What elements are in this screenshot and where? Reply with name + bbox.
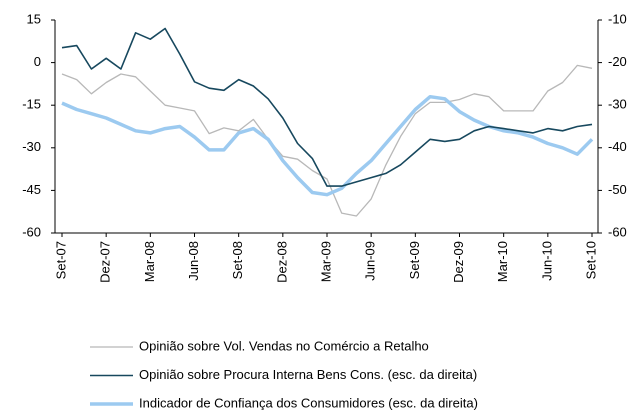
y-tick-label: -60 [22, 224, 41, 239]
y-tick-label: -15 [22, 97, 41, 112]
x-tick-label: Mar-08 [142, 241, 157, 282]
x-tick-label: Set-08 [230, 241, 245, 279]
x-tick-label: Jun-08 [186, 241, 201, 281]
y-tick-label: -30 [22, 139, 41, 154]
x-tick-label: Set-09 [407, 241, 422, 279]
y-tick-label: 15 [27, 11, 41, 26]
y2-tick-label: -50 [608, 182, 627, 197]
legend-label: Opinião sobre Procura Interna Bens Cons.… [139, 367, 477, 382]
x-tick-label: Set-10 [583, 241, 598, 279]
y2-tick-label: -60 [608, 224, 627, 239]
legend-label: Opinião sobre Vol. Vendas no Comércio a … [139, 338, 429, 353]
x-tick-label: Mar-09 [318, 241, 333, 282]
legend-label: Indicador de Confiança dos Consumidores … [139, 395, 478, 410]
x-tick-label: Dez-07 [98, 241, 113, 283]
x-tick-label: Set-07 [53, 241, 68, 279]
y-tick-label: 0 [34, 54, 41, 69]
x-tick-label: Jun-09 [363, 241, 378, 281]
y2-tick-label: -20 [608, 54, 627, 69]
series-line [61, 64, 593, 217]
y-tick-label: -45 [22, 182, 41, 197]
x-tick-label: Dez-09 [451, 241, 466, 283]
x-tick-label: Mar-10 [495, 241, 510, 282]
y2-tick-label: -10 [608, 11, 627, 26]
x-tick-label: Dez-08 [274, 241, 289, 283]
y2-tick-label: -30 [608, 97, 627, 112]
x-tick-label: Jun-10 [539, 241, 554, 281]
series-line [61, 94, 594, 197]
series-line [61, 27, 593, 187]
y2-tick-label: -40 [608, 139, 627, 154]
